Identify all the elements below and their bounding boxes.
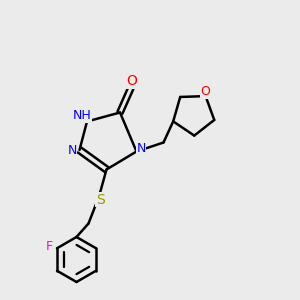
Text: O: O (201, 85, 211, 98)
Text: NH: NH (73, 109, 92, 122)
Text: N: N (136, 142, 146, 155)
Text: O: O (127, 74, 137, 88)
Text: F: F (46, 240, 53, 253)
Text: S: S (96, 193, 105, 206)
Text: N: N (67, 143, 77, 157)
